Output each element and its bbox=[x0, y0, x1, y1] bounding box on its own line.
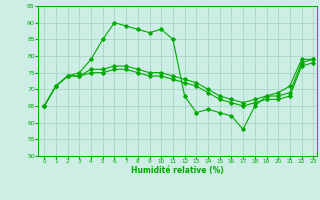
X-axis label: Humidité relative (%): Humidité relative (%) bbox=[131, 166, 224, 175]
